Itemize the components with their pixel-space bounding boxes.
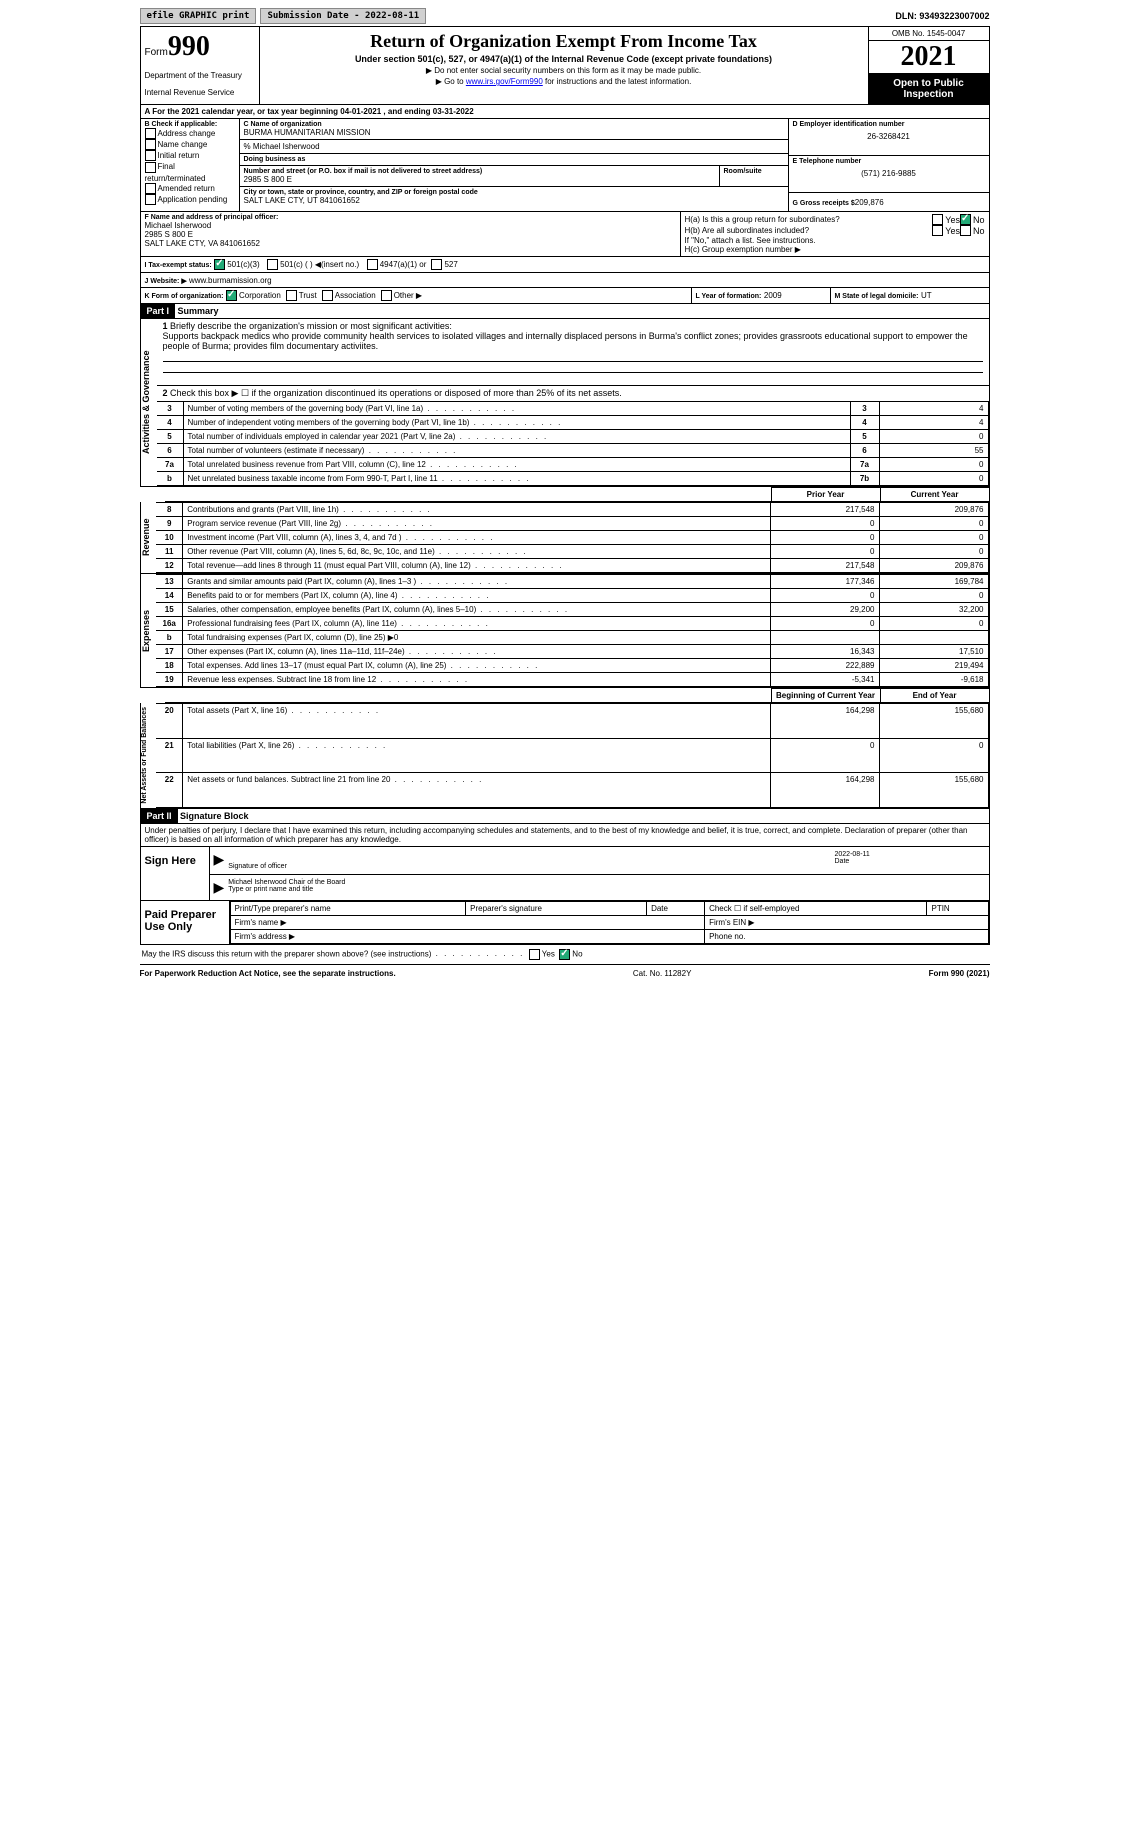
q2: Check this box ▶ ☐ if the organization d… (170, 388, 622, 398)
domicile: UT (921, 291, 932, 300)
care-of: % Michael Isherwood (240, 140, 788, 154)
page-footer: For Paperwork Reduction Act Notice, see … (140, 969, 990, 978)
expenses-table: 13Grants and similar amounts paid (Part … (156, 574, 988, 687)
mission: Supports backpack medics who provide com… (163, 331, 968, 351)
phone: (571) 216-9885 (793, 169, 985, 178)
form-number: 990 (168, 31, 210, 62)
line-a: A For the 2021 calendar year, or tax yea… (141, 105, 989, 118)
chk-501c3[interactable] (214, 259, 225, 270)
chk-app-pending[interactable]: Application pending (145, 194, 235, 205)
chk-corp[interactable] (226, 290, 237, 301)
form-header: Form990 Department of the Treasury Inter… (140, 26, 990, 105)
topbar: efile GRAPHIC print Submission Date - 20… (140, 8, 990, 24)
paid-preparer: Paid Preparer Use Only (141, 901, 230, 944)
hb-label: H(b) Are all subordinates included? (685, 226, 933, 235)
year-formation: 2009 (764, 291, 782, 300)
website: www.burmamission.org (187, 276, 272, 285)
sig-date: 2022-08-11 (835, 851, 985, 858)
street-label: Number and street (or P.O. box if mail i… (244, 168, 715, 175)
omb: OMB No. 1545-0047 (869, 27, 989, 41)
goto: ▶ Go to www.irs.gov/Form990 for instruct… (264, 77, 864, 86)
city: SALT LAKE CTY, UT 841061652 (244, 196, 784, 205)
revenue-header: Prior YearCurrent Year (140, 487, 990, 502)
chk-4947[interactable] (367, 259, 378, 270)
vlabel-activities: Activities & Governance (141, 319, 157, 486)
form-word: Form (145, 47, 168, 58)
chk-501c[interactable] (267, 259, 278, 270)
section-c-label: C Name of organization (244, 121, 784, 128)
section-d-label: D Employer identification number (793, 121, 985, 128)
section-i-label: I Tax-exempt status: (145, 262, 212, 269)
chk-527[interactable] (431, 259, 442, 270)
dba-label: Doing business as (240, 154, 788, 166)
street: 2985 S 800 E (244, 175, 715, 184)
ha-no[interactable] (960, 214, 971, 225)
hb-yes[interactable] (932, 225, 943, 236)
part1-header: Part I Summary (140, 304, 990, 319)
officer-city: SALT LAKE CTY, VA 841061652 (145, 239, 676, 248)
section-e-label: E Telephone number (793, 158, 985, 165)
officer-name: Michael Isherwood (145, 221, 676, 230)
preparer-table: Print/Type preparer's namePreparer's sig… (230, 901, 989, 944)
city-label: City or town, state or province, country… (244, 189, 784, 196)
irs: Internal Revenue Service (145, 88, 255, 97)
sign-here: Sign Here (141, 847, 210, 900)
discuss-q: May the IRS discuss this return with the… (142, 949, 432, 958)
open-public: Open to Public Inspection (869, 74, 989, 104)
h-note: If "No," attach a list. See instructions… (685, 236, 985, 245)
section-b-label: B Check if applicable: (145, 121, 235, 128)
section-l-label: L Year of formation: (696, 293, 762, 300)
sig-officer-label: Signature of officer (228, 863, 287, 870)
form990-link[interactable]: www.irs.gov/Form990 (466, 77, 543, 86)
vlabel-expenses: Expenses (141, 574, 157, 687)
hc-label: H(c) Group exemption number ▶ (685, 245, 985, 254)
part2-header: Part II Signature Block (140, 809, 990, 824)
ha-label: H(a) Is this a group return for subordin… (685, 215, 933, 224)
revenue-table: 8Contributions and grants (Part VIII, li… (156, 502, 988, 573)
section-g-label: G Gross receipts $ (793, 200, 855, 207)
summary-table: 3Number of voting members of the governi… (157, 401, 989, 486)
nametype-label: Type or print name and title (228, 886, 313, 893)
chk-trust[interactable] (286, 290, 297, 301)
ssn-note: ▶ Do not enter social security numbers o… (264, 66, 864, 75)
section-j-label: J Website: ▶ (145, 278, 187, 285)
section-k-label: K Form of organization: (145, 293, 224, 300)
hb-no[interactable] (960, 225, 971, 236)
gross-receipts: 209,876 (855, 198, 884, 207)
chk-amended[interactable]: Amended return (145, 183, 235, 194)
vlabel-netassets: Net Assets or Fund Balances (141, 703, 157, 808)
main-title: Return of Organization Exempt From Incom… (264, 31, 864, 52)
section-m-label: M State of legal domicile: (835, 293, 919, 300)
section-f-label: F Name and address of principal officer: (145, 214, 676, 221)
q1: Briefly describe the organization's miss… (170, 321, 452, 331)
org-name: BURMA HUMANITARIAN MISSION (244, 128, 784, 137)
netassets-table: 20Total assets (Part X, line 16)164,2981… (156, 703, 988, 808)
subtitle: Under section 501(c), 527, or 4947(a)(1)… (264, 54, 864, 64)
discuss-no[interactable] (559, 949, 570, 960)
chk-final-return[interactable]: Final return/terminated (145, 161, 235, 182)
ha-yes[interactable] (932, 214, 943, 225)
chk-other[interactable] (381, 290, 392, 301)
netassets-header: Beginning of Current YearEnd of Year (140, 688, 990, 703)
date-label: Date (835, 858, 850, 865)
chk-address-change[interactable]: Address change (145, 128, 235, 139)
chk-initial-return[interactable]: Initial return (145, 150, 235, 161)
officer-printed: Michael Isherwood Chair of the Board (228, 879, 984, 886)
efile-btn[interactable]: efile GRAPHIC print (140, 8, 257, 24)
ein: 26-3268421 (793, 132, 985, 141)
perjury: Under penalties of perjury, I declare th… (140, 824, 990, 847)
tax-year: 2021 (869, 41, 989, 74)
officer-street: 2985 S 800 E (145, 230, 676, 239)
chk-assoc[interactable] (322, 290, 333, 301)
dept: Department of the Treasury (145, 71, 255, 80)
room-label: Room/suite (720, 166, 788, 186)
vlabel-revenue: Revenue (141, 502, 157, 573)
dln: DLN: 93493223007002 (895, 11, 989, 21)
discuss-yes[interactable] (529, 949, 540, 960)
subdate-btn[interactable]: Submission Date - 2022-08-11 (260, 8, 426, 24)
chk-name-change[interactable]: Name change (145, 139, 235, 150)
